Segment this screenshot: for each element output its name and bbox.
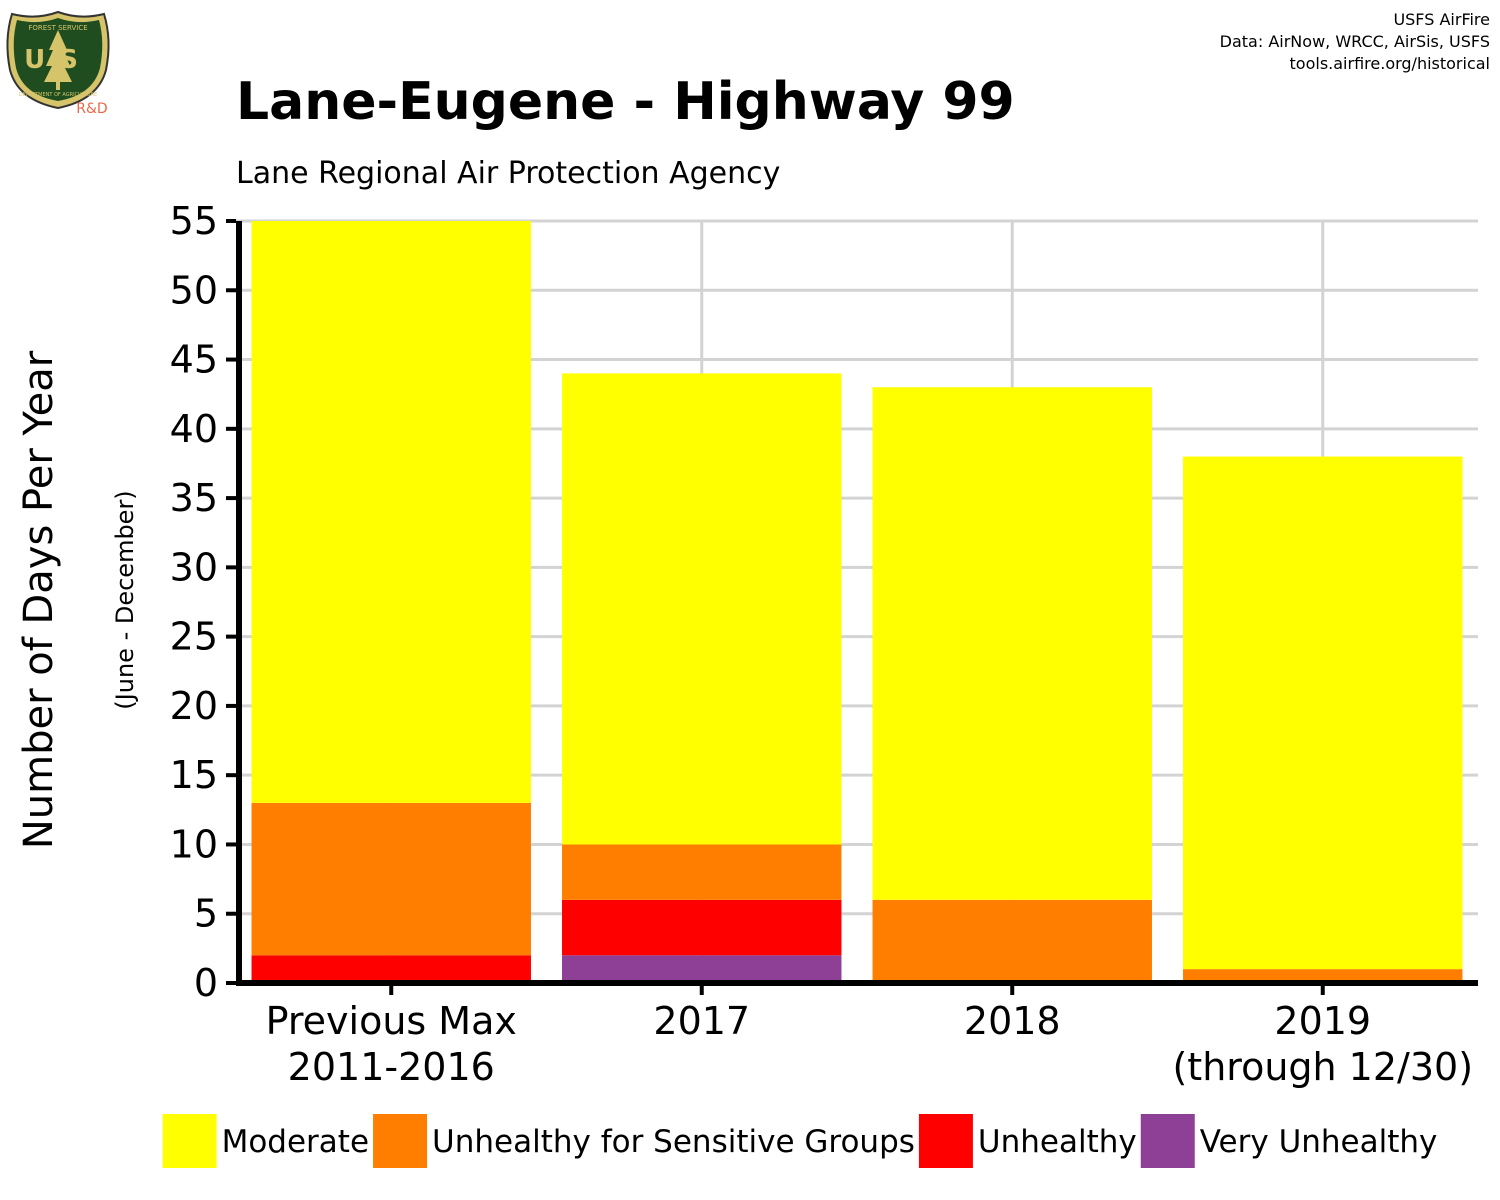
y-tick-label: 35: [170, 476, 218, 520]
y-tick-label: 25: [170, 615, 218, 659]
y-tick-label: 15: [170, 753, 218, 797]
chart-title: Lane-Eugene - Highway 99: [236, 72, 1015, 132]
legend-swatch: [918, 1114, 973, 1168]
legend-label: Very Unhealthy: [1200, 1124, 1438, 1160]
y-tick-label: 40: [170, 407, 218, 451]
legend-swatch: [373, 1114, 428, 1168]
y-axis-sublabel: (June - December): [111, 490, 139, 709]
bar-segment: [562, 899, 842, 956]
logo-us-text: US: [24, 45, 92, 75]
bar-segment: [251, 955, 531, 983]
bar-segment: [1183, 969, 1463, 983]
logo-bottom-text: DEPARTMENT OF AGRICULTURE: [19, 92, 97, 98]
legend-label: Unhealthy: [978, 1124, 1137, 1160]
legend-swatch: [162, 1114, 217, 1168]
bars: [251, 221, 1463, 983]
credit-line-3: tools.airfire.org/historical: [1289, 54, 1490, 73]
y-tick-label: 10: [170, 822, 218, 866]
bar-segment: [562, 955, 842, 983]
y-tick-label: 50: [170, 268, 218, 312]
x-tick-label: 2018: [964, 999, 1061, 1043]
y-tick-label: 55: [170, 199, 218, 243]
legend-swatch: [1140, 1114, 1195, 1168]
y-tick-label: 45: [170, 338, 218, 382]
bar-segment: [251, 802, 531, 956]
x-tick-label: (through 12/30): [1172, 1045, 1473, 1089]
legend-label: Unhealthy for Sensitive Groups: [432, 1124, 915, 1160]
bar-segment: [872, 899, 1152, 983]
x-tick-label: 2019: [1274, 999, 1371, 1043]
bar-segment: [562, 844, 842, 900]
logo-badge: R&D: [76, 101, 107, 117]
y-tick-label: 30: [170, 545, 218, 589]
bar-segment: [251, 221, 531, 803]
y-axis-label: Number of Days Per Year: [16, 350, 62, 849]
y-tick-label: 5: [194, 892, 218, 936]
bar-segment: [562, 373, 842, 845]
bar-segment: [1183, 456, 1463, 970]
legend-label: Moderate: [222, 1124, 369, 1160]
x-tick-label: 2017: [653, 999, 750, 1043]
credit-line-1: USFS AirFire: [1393, 10, 1490, 29]
axes: 0 5 10 15 20 25 30 35 40 45 50 55 Previous Max2011-2…: [170, 199, 1478, 1089]
y-tick-label: 20: [170, 684, 218, 728]
x-tick-label: Previous Max: [266, 999, 517, 1043]
logo-top-text: FOREST SERVICE: [28, 24, 87, 32]
chart-subtitle: Lane Regional Air Protection Agency: [236, 156, 781, 191]
bar-segment: [872, 387, 1152, 900]
forest-service-logo: US FOREST SERVICE DEPARTMENT OF AGRICULT…: [6, 10, 110, 117]
x-tick-label: 2011-2016: [288, 1045, 495, 1089]
credit-line-2: Data: AirNow, WRCC, AirSis, USFS: [1219, 32, 1490, 51]
legend: Moderate Unhealthy for Sensitive Groups Un…: [162, 1114, 1438, 1168]
y-tick-label: 0: [194, 961, 218, 1005]
